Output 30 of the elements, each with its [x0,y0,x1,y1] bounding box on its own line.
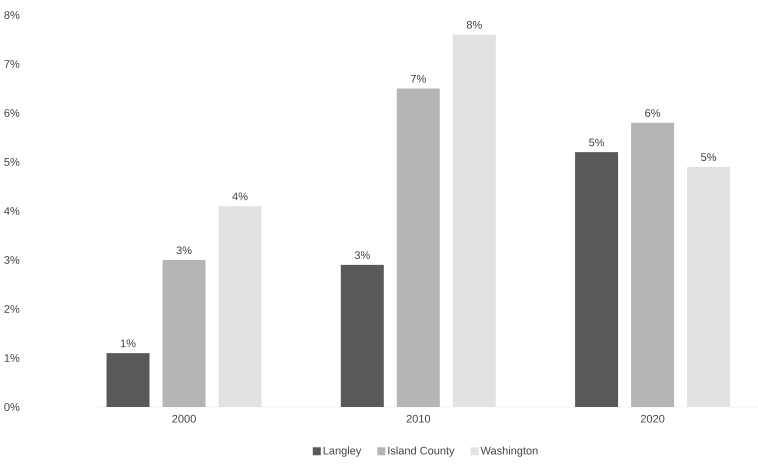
legend-label: Washington [480,446,538,457]
data-label: 3% [354,251,370,260]
data-label: 5% [701,153,716,162]
y-tick-label: 3% [4,256,20,264]
data-label: 7% [410,74,426,83]
y-tick-label: 8% [4,11,20,19]
y-tick-label: 5% [4,158,20,166]
y-tick-label: 7% [4,60,20,68]
bar [575,152,618,407]
legend-label: Langley [324,446,362,457]
bar [340,264,384,407]
y-tick-label: 1% [4,354,20,362]
data-label: 1% [120,340,136,348]
x-tick-label: 2000 [172,414,196,423]
bar [396,88,440,407]
x-tick-label: 2020 [640,414,664,423]
data-label: 8% [466,20,482,29]
bar [162,260,206,407]
x-tick-label: 2010 [406,414,430,423]
y-tick-label: 2% [4,305,20,313]
data-label: 5% [589,138,604,146]
data-label: 3% [176,246,192,254]
y-tick-label: 6% [4,109,20,117]
data-label: 6% [645,109,660,117]
y-tick-label: 4% [4,207,20,215]
legend-label: Island County [388,446,455,457]
data-label: 4% [232,192,248,200]
bar [631,122,674,407]
bar [106,353,150,407]
y-tick-label: 0% [4,403,20,411]
